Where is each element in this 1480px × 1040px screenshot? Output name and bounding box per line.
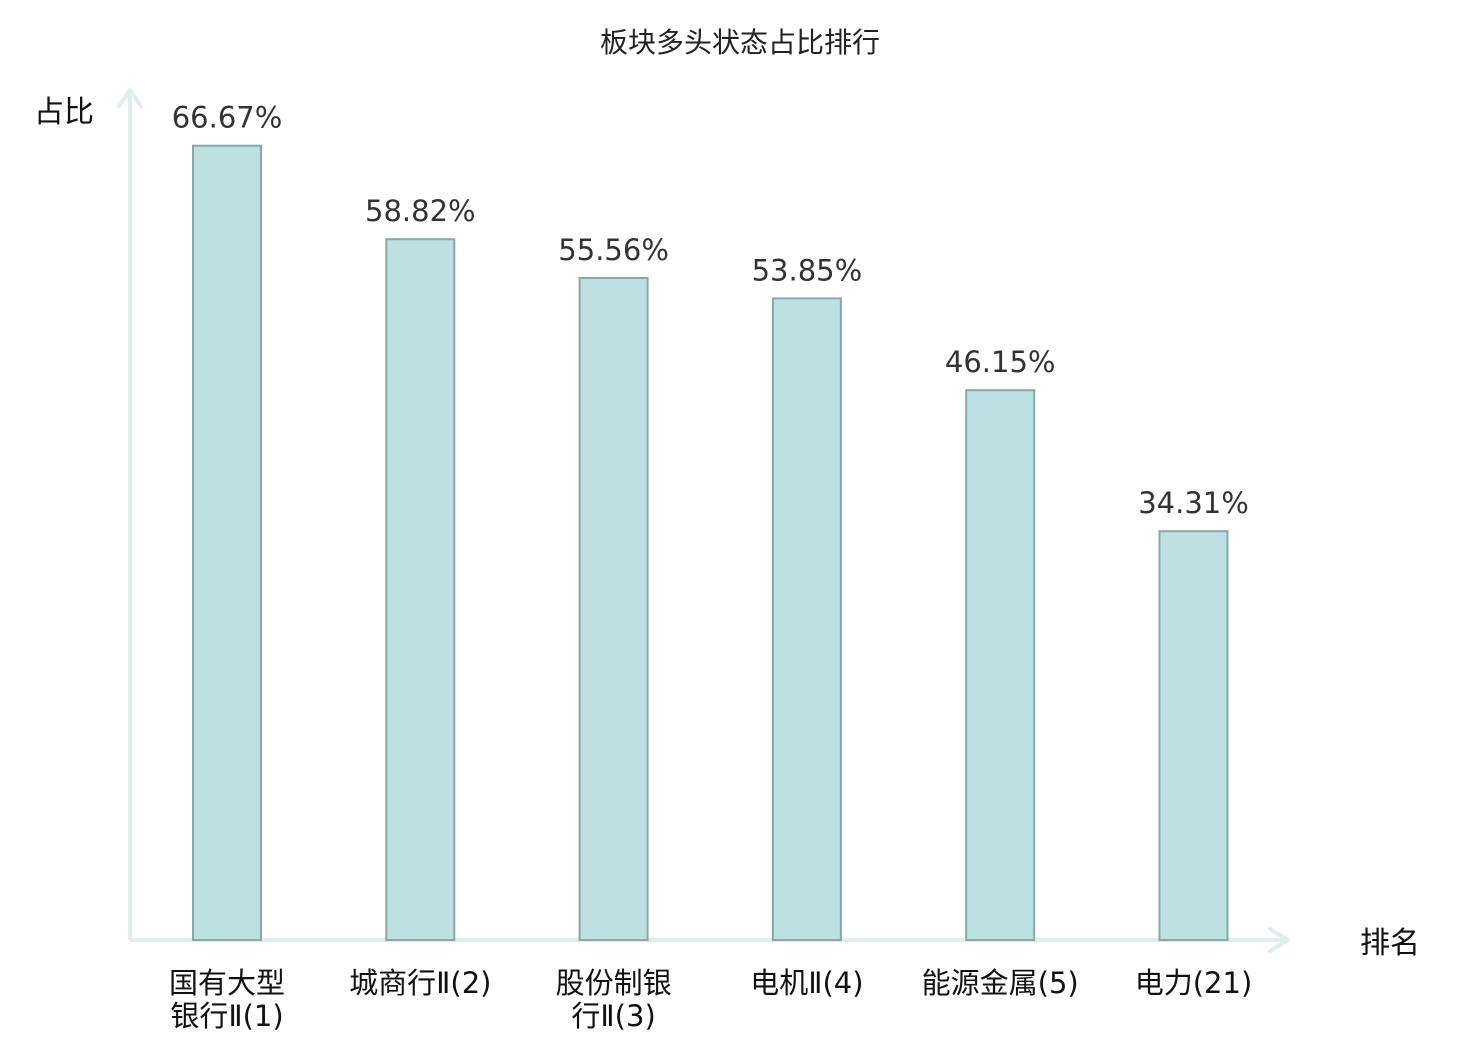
category-label-2-line-1: 行Ⅱ(3) [571,999,655,1033]
value-label-0: 66.67% [172,101,283,135]
y-axis-label: 占比 [34,95,94,130]
value-label-1: 58.82% [365,194,476,228]
category-label-0-line-1: 银行Ⅱ(1) [170,999,283,1033]
bars-group [192,144,1229,941]
x-axis-arrow [1268,927,1290,953]
category-label-1-line-0: 城商行Ⅱ(2) [349,966,491,1000]
bar-3 [771,297,842,941]
category-label-3-line-0: 电机Ⅱ(4) [750,966,863,1000]
category-label-2-line-0: 股份制银 [556,966,672,1000]
chart-title: 板块多头状态占比排行 [600,26,880,59]
category-label-4-line-0: 能源金属(5) [922,966,1079,1000]
bar-4 [965,389,1036,941]
value-label-2: 55.56% [558,233,669,267]
value-label-3: 53.85% [752,253,863,287]
y-axis-arrow [117,88,143,108]
value-label-5: 34.31% [1138,486,1249,520]
axes [117,88,1290,953]
category-label-0-line-0: 国有大型 [169,966,285,1000]
bar-5 [1158,530,1229,941]
value-labels-group: 66.67% 58.82% 55.56% 53.85% 46.15% 34.31% [172,101,1249,521]
x-axis-label: 排名 [1360,926,1420,961]
bar-1 [385,238,456,941]
category-label-5-line-0: 电力(21) [1135,966,1253,1000]
bar-2 [578,277,649,941]
bar-0 [192,144,262,941]
value-label-4: 46.15% [945,345,1056,379]
